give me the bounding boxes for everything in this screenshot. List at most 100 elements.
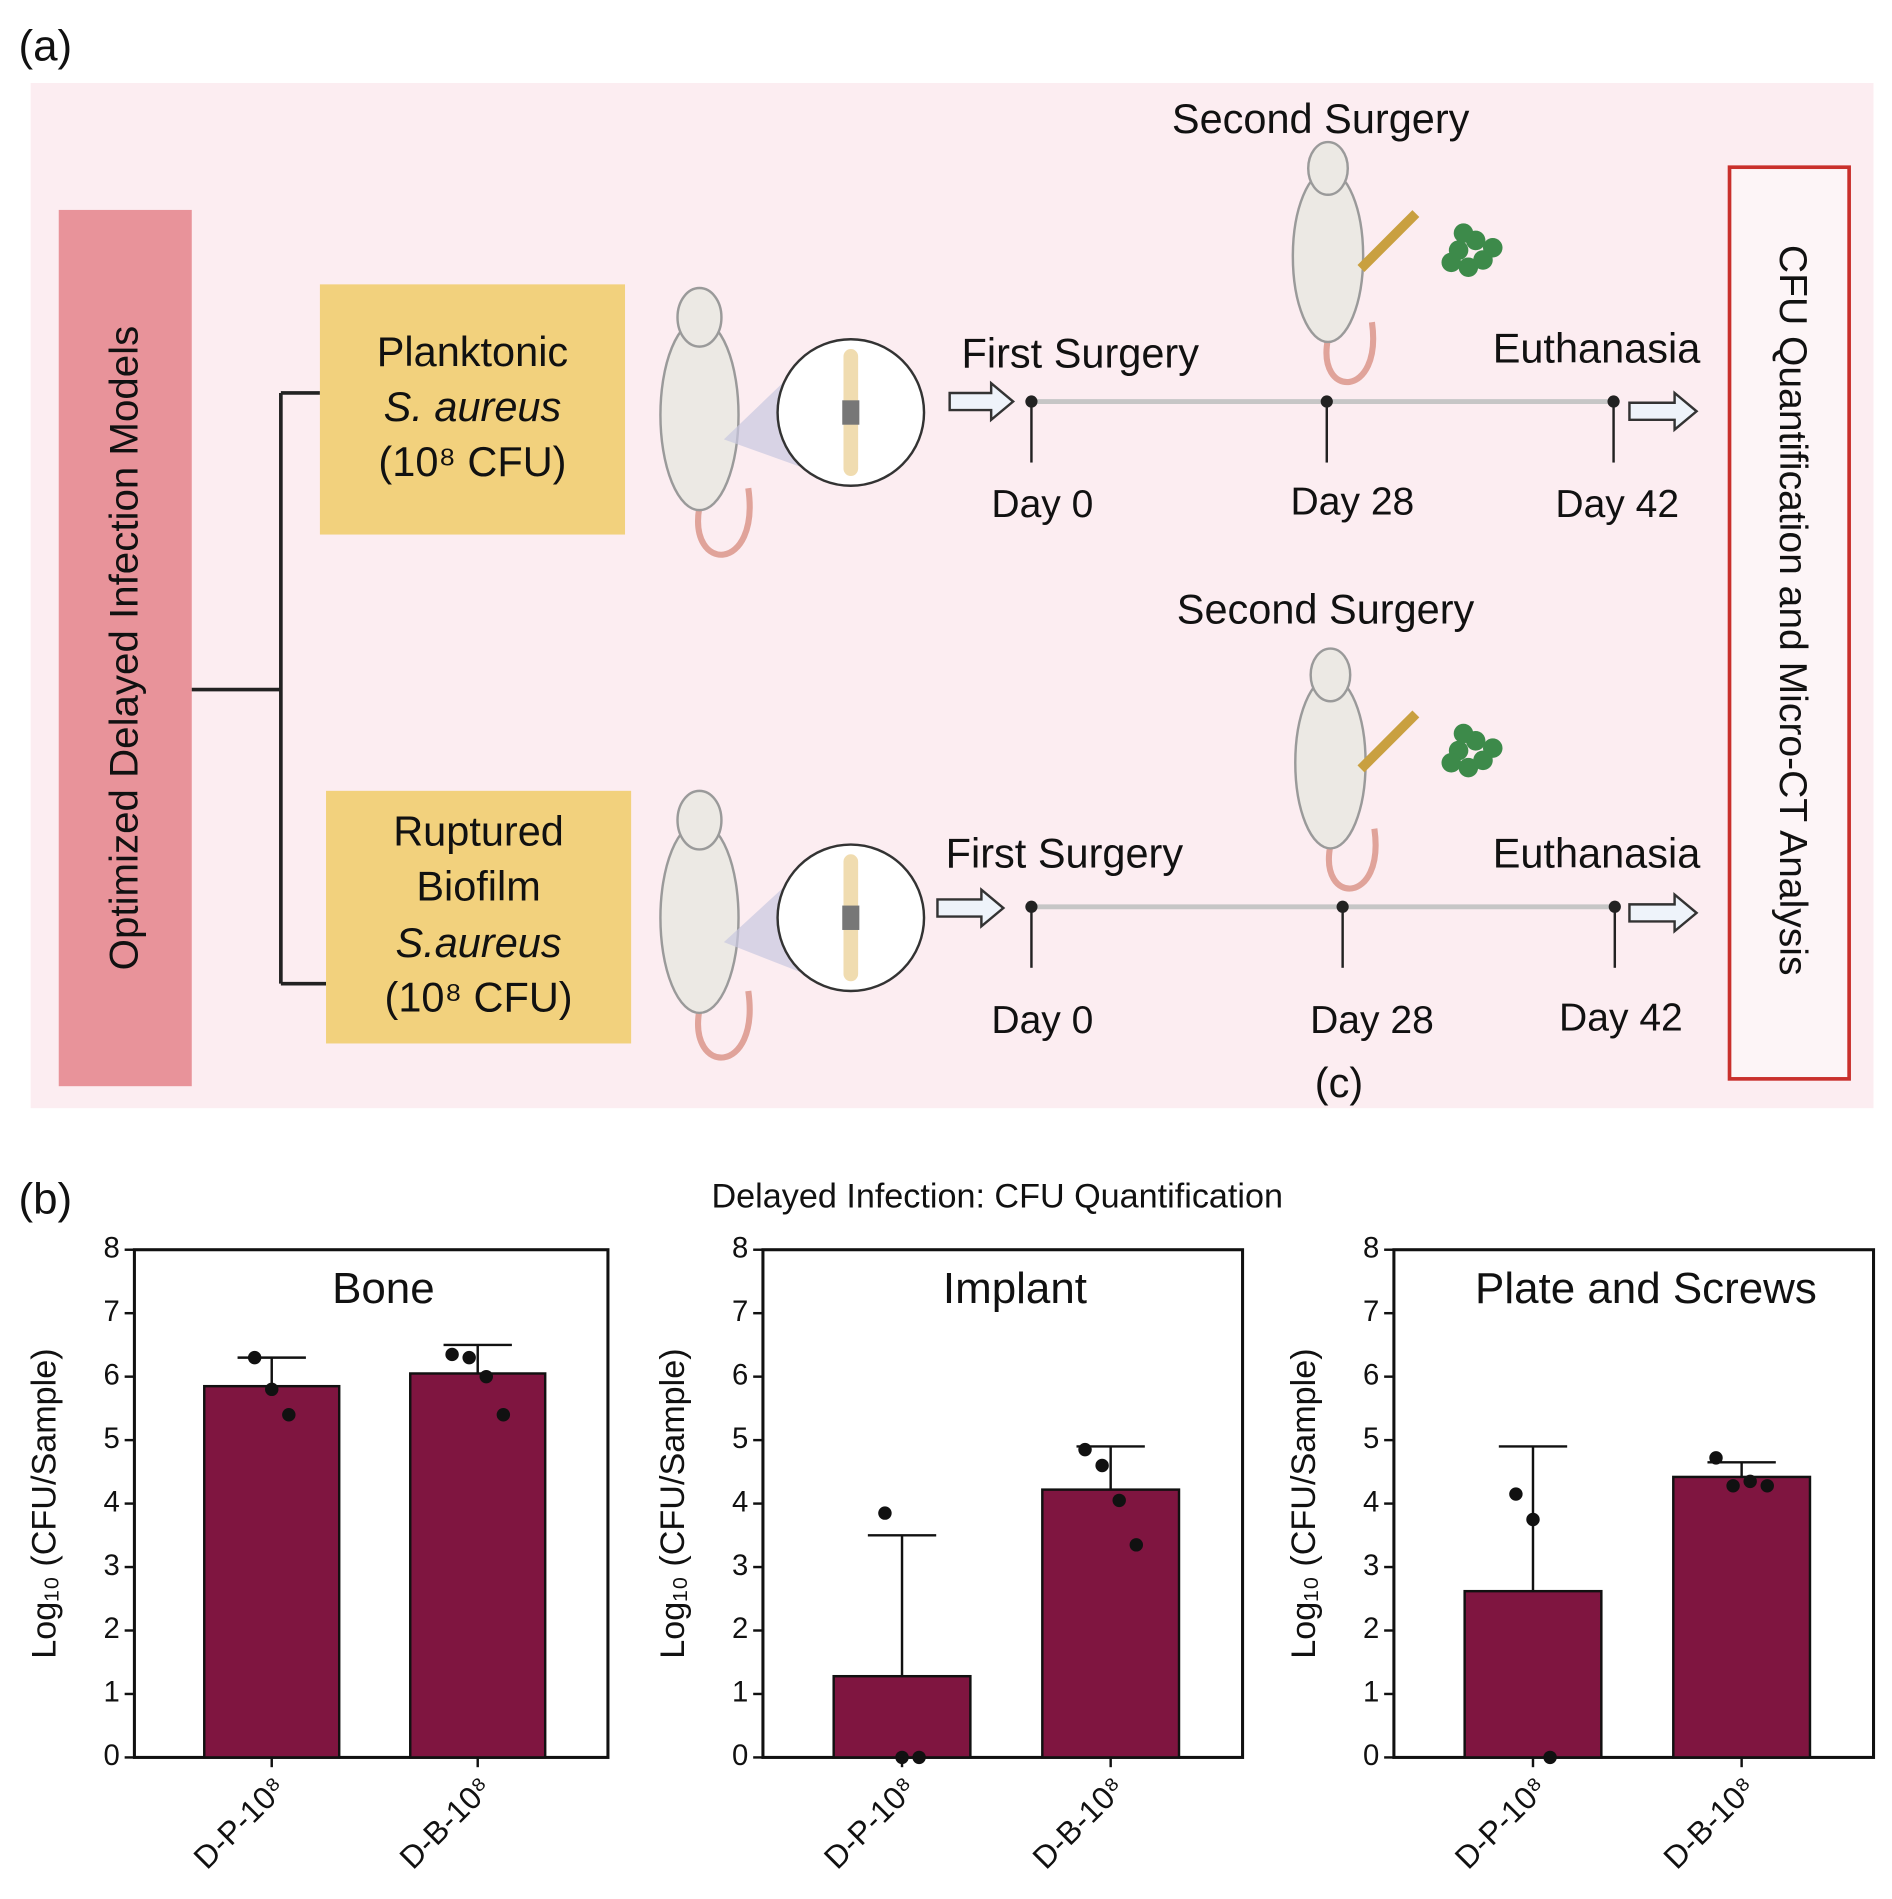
y-tick-label: 1 xyxy=(1363,1676,1379,1709)
y-tick-label: 2 xyxy=(103,1612,119,1645)
y-tick-label: 8 xyxy=(732,1231,748,1264)
data-point xyxy=(1760,1479,1774,1493)
bacteria xyxy=(1458,257,1479,278)
mouse-body xyxy=(659,821,740,1015)
y-tick-label: 5 xyxy=(1363,1422,1379,1455)
second-surgery: Second Surgery xyxy=(1177,586,1475,633)
timeline-dot xyxy=(1336,900,1349,913)
timeline-dot xyxy=(1608,900,1621,913)
charts-title: Delayed Infection: CFU Quantification xyxy=(712,1178,1283,1216)
panel-label: (b) xyxy=(18,1175,72,1224)
chart-title: Bone xyxy=(332,1264,435,1313)
bacteria xyxy=(1482,738,1503,758)
y-tick-label: 6 xyxy=(1363,1358,1379,1391)
bar xyxy=(203,1384,341,1759)
timeline-dot xyxy=(1025,900,1038,913)
y-tick-label: 5 xyxy=(732,1422,748,1455)
y-tick-label: 8 xyxy=(103,1231,119,1264)
mouse-tail xyxy=(695,990,753,1061)
bar xyxy=(1463,1589,1603,1759)
euthanasia: Euthanasia xyxy=(1493,830,1702,877)
panel-label: (a) xyxy=(18,21,72,70)
y-tick-label: 0 xyxy=(103,1739,119,1772)
diagram-background xyxy=(30,82,1874,1109)
mouse-tail xyxy=(695,487,753,558)
mouse-head xyxy=(676,286,723,348)
y-tick-label: 2 xyxy=(1363,1612,1379,1645)
chart-title: Plate and Screws xyxy=(1475,1264,1817,1313)
y-tick-label: 6 xyxy=(103,1358,119,1391)
data-point xyxy=(1543,1750,1557,1765)
syringe xyxy=(1357,710,1420,773)
data-point xyxy=(1095,1458,1109,1473)
implant xyxy=(842,400,860,425)
mouse-body xyxy=(1294,675,1367,850)
mouse-head xyxy=(1309,647,1352,703)
group-label: S. aureus xyxy=(384,383,562,430)
bar xyxy=(409,1372,547,1759)
mouse-body xyxy=(1291,169,1365,344)
data-point xyxy=(912,1750,926,1765)
outcome-label: CFU Quantification and Micro-CT Analysis xyxy=(1771,245,1814,976)
chart-title: Implant xyxy=(943,1264,1087,1313)
group-box xyxy=(319,284,626,535)
y-tick-label: 1 xyxy=(103,1676,119,1709)
outcome-box xyxy=(1727,165,1851,1081)
y-tick-label: 2 xyxy=(732,1612,748,1645)
data-point xyxy=(1078,1442,1092,1457)
x-tick-label: D-P-10⁸ xyxy=(1448,1770,1554,1876)
data-point xyxy=(445,1347,459,1362)
arrow xyxy=(1628,891,1699,934)
x-tick-label: D-P-10⁸ xyxy=(817,1770,923,1876)
bacteria xyxy=(1453,223,1474,243)
data-point xyxy=(1509,1487,1523,1501)
data-point xyxy=(462,1350,476,1365)
data-point xyxy=(496,1408,511,1422)
group-label: Ruptured xyxy=(393,808,564,855)
data-point xyxy=(878,1506,892,1520)
first-surgery: First Surgery xyxy=(962,329,1200,376)
day-label: Day 42 xyxy=(1555,483,1679,526)
x-tick-label: D-B-10⁸ xyxy=(392,1770,498,1876)
mouse-body xyxy=(659,318,740,512)
panel-label: (c) xyxy=(1315,1059,1363,1106)
bacteria xyxy=(1441,252,1462,273)
root-box xyxy=(58,209,192,1087)
y-tick-label: 7 xyxy=(103,1295,119,1328)
arrow xyxy=(1628,390,1699,433)
mouse-head xyxy=(1307,140,1349,197)
y-tick-label: 3 xyxy=(732,1549,748,1582)
group-label: (10⁸ CFU) xyxy=(378,438,566,485)
day-label: Day 0 xyxy=(991,999,1093,1042)
connector xyxy=(191,391,327,986)
y-tick-label: 7 xyxy=(732,1295,748,1328)
day-label: Day 28 xyxy=(1291,480,1415,523)
data-point xyxy=(1709,1451,1723,1465)
timeline-dot xyxy=(1607,395,1620,408)
error-bar xyxy=(443,1343,512,1374)
y-axis-label: Log₁₀ (CFU/Sample) xyxy=(654,1348,692,1658)
data-point xyxy=(247,1350,262,1365)
day-label: Day 42 xyxy=(1559,997,1683,1040)
syringe xyxy=(1357,210,1420,272)
bacteria xyxy=(1453,723,1474,744)
y-tick-label: 1 xyxy=(732,1676,748,1709)
y-tick-label: 0 xyxy=(1363,1739,1379,1772)
arrow xyxy=(948,380,1016,423)
timeline-dot xyxy=(1320,395,1333,408)
y-tick-label: 3 xyxy=(1363,1549,1379,1582)
error-bar xyxy=(1707,1461,1776,1477)
y-tick-label: 3 xyxy=(103,1549,119,1582)
mouse-tail xyxy=(1323,321,1377,386)
mouse-tail xyxy=(1325,828,1379,892)
error-bar xyxy=(237,1356,306,1387)
error-bar xyxy=(867,1534,937,1677)
data-point xyxy=(479,1369,493,1384)
day-label: Day 28 xyxy=(1310,999,1434,1042)
y-tick-label: 5 xyxy=(103,1422,119,1455)
bacteria xyxy=(1441,753,1462,773)
data-point xyxy=(265,1382,279,1397)
y-tick-label: 4 xyxy=(1363,1485,1379,1518)
y-tick-label: 6 xyxy=(732,1358,748,1391)
